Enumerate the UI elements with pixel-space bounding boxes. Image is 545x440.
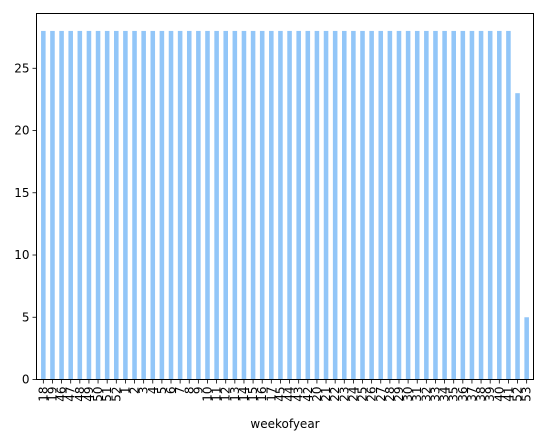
bar-14 [160, 31, 165, 380]
bar-35 [351, 31, 356, 380]
bar-38 [378, 31, 383, 380]
bar-54 [524, 317, 529, 379]
bar-44 [433, 31, 438, 380]
bar-17 [187, 31, 192, 380]
y-axis: 0 5 10 15 20 25 [14, 61, 36, 386]
bar-16 [178, 31, 183, 380]
bar-2 [50, 31, 55, 380]
bar-34 [342, 31, 347, 380]
y-tick-label: 0 [22, 373, 30, 387]
bar-13 [150, 31, 155, 380]
bar-42 [415, 31, 420, 380]
bar-49 [479, 31, 484, 380]
bar-9 [114, 31, 119, 380]
bar-3 [59, 31, 64, 380]
bar-33 [333, 31, 338, 380]
bar-43 [424, 31, 429, 380]
bar-52 [506, 31, 511, 380]
bar-20 [214, 31, 219, 380]
bar-26 [269, 31, 274, 380]
bar-19 [205, 31, 210, 380]
bar-41 [406, 31, 411, 380]
bar-29 [296, 31, 301, 380]
bar-46 [451, 31, 456, 380]
bars-group [41, 31, 529, 380]
y-tick-label: 5 [22, 310, 30, 324]
bar-32 [324, 31, 329, 380]
bar-37 [369, 31, 374, 380]
bar-28 [287, 31, 292, 380]
y-tick-label: 20 [14, 124, 29, 138]
bar-22 [233, 31, 238, 380]
x-axis-label: weekofyear [250, 417, 319, 431]
bar-18 [196, 31, 201, 380]
plot-frame [37, 14, 534, 380]
bar-8 [105, 31, 110, 380]
bar-1 [41, 31, 46, 380]
y-tick-label: 15 [14, 186, 29, 200]
bar-5 [78, 31, 83, 380]
bar-40 [397, 31, 402, 380]
bar-47 [461, 31, 466, 380]
bar-11 [132, 31, 137, 380]
x-tick-label: 53 [520, 387, 534, 402]
bar-4 [68, 31, 73, 380]
bar-6 [87, 31, 92, 380]
bar-45 [442, 31, 447, 380]
bar-39 [388, 31, 393, 380]
bar-10 [123, 31, 128, 380]
bar-53 [515, 93, 520, 379]
bar-51 [497, 31, 502, 380]
bar-25 [260, 31, 265, 380]
bar-50 [488, 31, 493, 380]
bar-31 [315, 31, 320, 380]
bar-12 [141, 31, 146, 380]
bar-24 [251, 31, 256, 380]
bar-36 [360, 31, 365, 380]
bar-27 [278, 31, 283, 380]
bar-23 [242, 31, 247, 380]
bar-21 [223, 31, 228, 380]
x-axis: 1819464748495051521234567891011121314151… [36, 380, 533, 402]
bar-7 [96, 31, 101, 380]
bar-15 [169, 31, 174, 380]
y-tick-label: 25 [14, 61, 29, 75]
bar-48 [470, 31, 475, 380]
bar-30 [306, 31, 311, 380]
y-tick-label: 10 [14, 248, 29, 262]
